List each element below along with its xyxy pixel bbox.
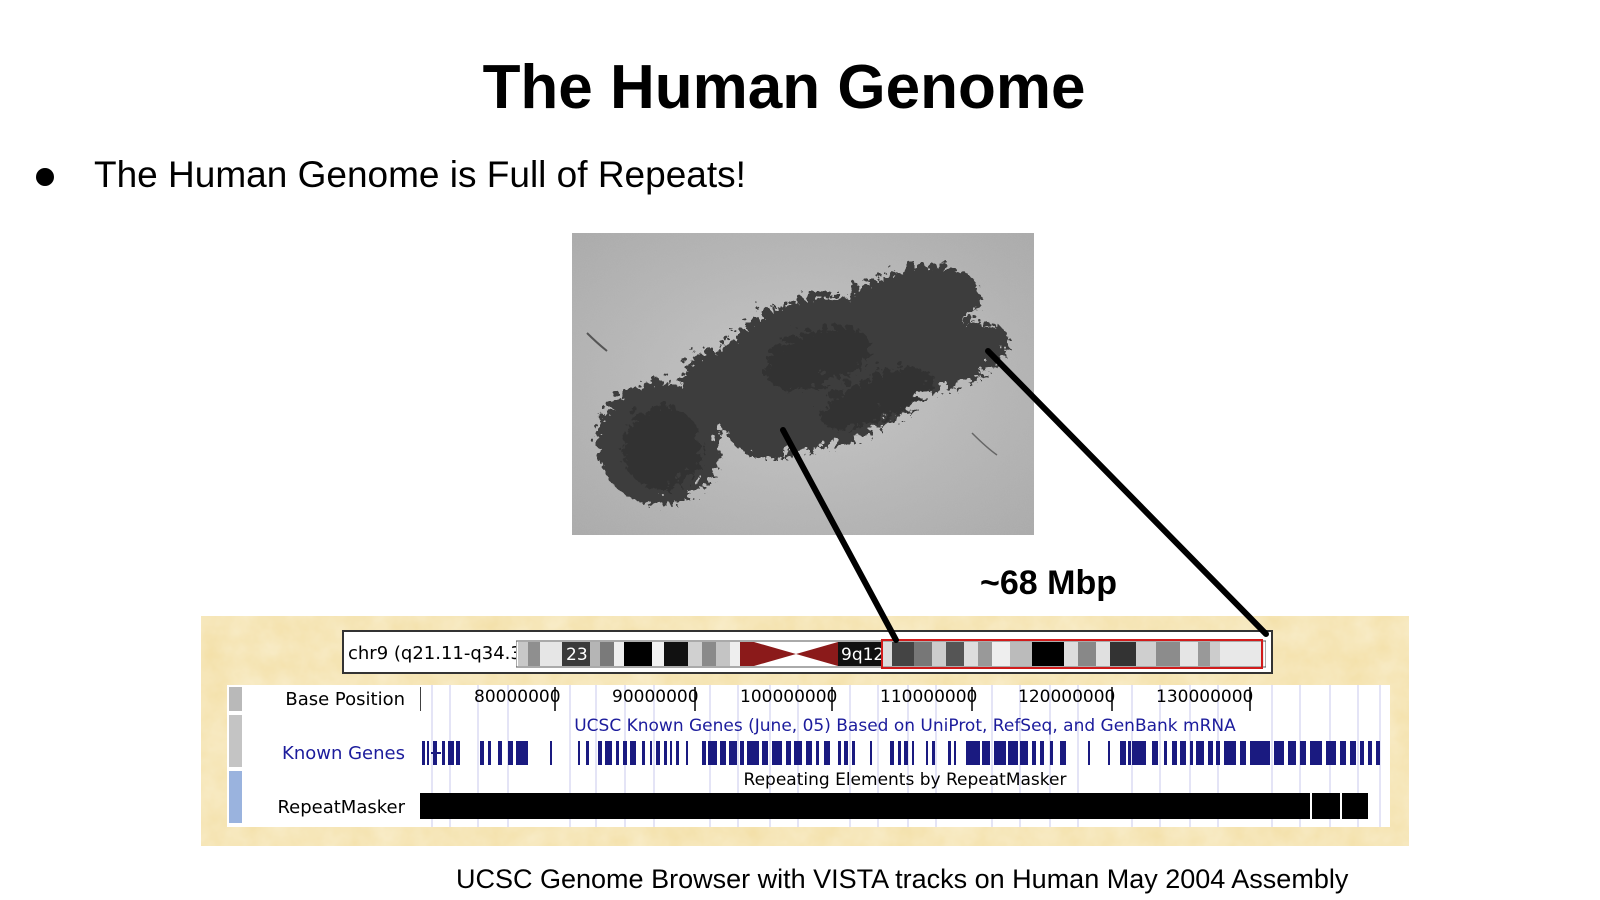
tick-100000000: 100000000 [740,687,838,707]
slide-title: The Human Genome [482,53,1086,122]
track-panel: Base Position Known Genes RepeatMasker [227,685,1390,827]
known-genes-description: UCSC Known Genes (June, 05) Based on Uni… [574,716,1236,736]
tick-110000000: 110000000 [880,687,978,707]
chromosome-label: chr9 (q21.11-q34.3) [348,643,529,664]
repeatmasker-description: Repeating Elements by RepeatMasker [743,770,1067,790]
track-graphics [420,685,1381,827]
size-annotation: ~68 Mbp [980,564,1117,602]
tick-90000000: 90000000 [612,687,699,707]
bullet-text: The Human Genome is Full of Repeats! [94,154,746,195]
band-23: 23 [566,645,588,665]
figure-caption: UCSC Genome Browser with VISTA tracks on… [456,864,1349,894]
repeatmasker-label[interactable]: RepeatMasker [277,797,405,818]
tick-130000000: 130000000 [1156,687,1254,707]
known-genes-toggle[interactable] [229,715,242,767]
bullet-dot-icon [36,168,54,186]
repeatmasker-toggle[interactable] [229,771,242,823]
known-genes-label[interactable]: Known Genes [282,743,405,764]
tick-80000000: 80000000 [474,687,561,707]
bullet-item: The Human Genome is Full of Repeats! [36,154,746,196]
band-9q12: 9q12 [841,645,884,665]
tick-120000000: 120000000 [1018,687,1116,707]
ideogram-bands: 23 9q12 [516,639,1266,669]
chromosome-ideogram[interactable]: chr9 (q21.11-q34.3) 23 9q12 [342,630,1273,674]
genome-browser-panel: chr9 (q21.11-q34.3) 23 9q12 [201,616,1409,846]
track-area[interactable]: 80000000 90000000 100000000 110000000 12… [420,685,1390,827]
chromosome-micrograph [572,233,1034,535]
base-position-toggle[interactable] [229,687,242,711]
base-position-label: Base Position [285,689,405,710]
